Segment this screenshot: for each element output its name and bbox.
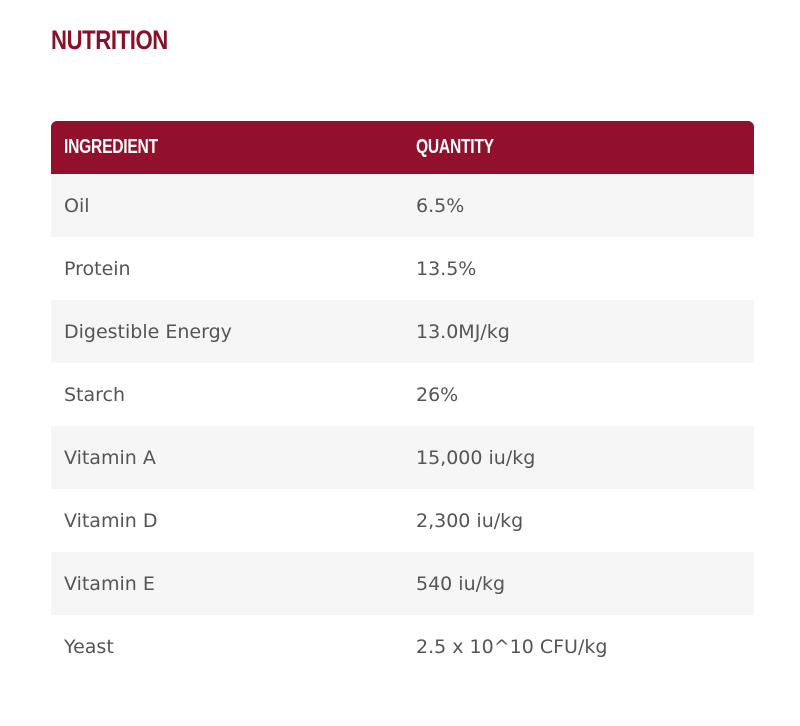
quantity-cell: 2,300 iu/kg <box>416 509 524 532</box>
ingredient-cell: Protein <box>64 257 131 280</box>
quantity-cell: 13.5% <box>416 257 477 280</box>
ingredient-cell: Digestible Energy <box>64 320 232 343</box>
quantity-cell: 6.5% <box>416 194 465 217</box>
table-row: Protein 13.5% <box>51 237 754 300</box>
ingredient-cell: Vitamin A <box>64 446 156 469</box>
table-header-row: INGREDIENT QUANTITY <box>51 121 754 174</box>
table-header: INGREDIENT QUANTITY <box>51 121 754 174</box>
column-header-ingredient-label: INGREDIENT <box>64 136 158 158</box>
table-row: Starch 26% <box>51 363 754 426</box>
ingredient-cell: Vitamin D <box>64 509 158 532</box>
ingredient-cell: Oil <box>64 194 90 217</box>
table-row: Yeast 2.5 x 10^10 CFU/kg <box>51 615 754 678</box>
table-row: Vitamin D 2,300 iu/kg <box>51 489 754 552</box>
quantity-cell: 13.0MJ/kg <box>416 320 510 343</box>
column-header-quantity-label: QUANTITY <box>416 136 494 158</box>
ingredient-cell: Starch <box>64 383 126 406</box>
quantity-cell: 15,000 iu/kg <box>416 446 536 469</box>
table-row: Vitamin A 15,000 iu/kg <box>51 426 754 489</box>
ingredient-cell: Yeast <box>64 635 114 658</box>
nutrition-table: INGREDIENT QUANTITY Oil 6.5% Protein 13.… <box>51 121 754 678</box>
column-header-ingredient: INGREDIENT <box>51 121 403 174</box>
quantity-cell: 540 iu/kg <box>416 572 506 595</box>
ingredient-cell: Vitamin E <box>64 572 155 595</box>
column-header-quantity: QUANTITY <box>403 121 754 174</box>
table-body: Oil 6.5% Protein 13.5% Digestible Energy… <box>51 174 754 678</box>
table-row: Digestible Energy 13.0MJ/kg <box>51 300 754 363</box>
table-row: Vitamin E 540 iu/kg <box>51 552 754 615</box>
quantity-cell: 26% <box>416 383 459 406</box>
section-title: NUTRITION <box>51 25 168 55</box>
quantity-cell: 2.5 x 10^10 CFU/kg <box>416 635 608 658</box>
table-row: Oil 6.5% <box>51 174 754 237</box>
